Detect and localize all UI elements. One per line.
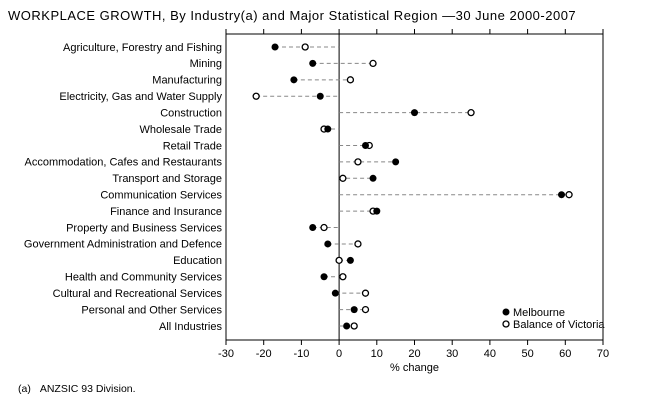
x-tick-label: 60 — [559, 348, 571, 360]
x-axis-title: % change — [390, 362, 439, 374]
x-tick-label: 20 — [408, 348, 420, 360]
melbourne-dot — [369, 174, 377, 182]
footnote-text: ANZSIC 93 Division. — [39, 383, 136, 395]
legend-balance-dot — [502, 320, 510, 328]
balance-dot — [354, 240, 362, 248]
x-tick-label: 40 — [484, 348, 496, 360]
chart-title: WORKPLACE GROWTH, By Industry(a) and Maj… — [8, 8, 577, 23]
melbourne-dot — [324, 125, 332, 133]
balance-dot — [339, 273, 347, 281]
melbourne-dot — [271, 43, 279, 51]
category-label: Retail Trade — [163, 140, 222, 152]
x-tick-label: -20 — [256, 348, 272, 360]
balance-dot — [361, 305, 370, 314]
balance-dot — [350, 322, 358, 330]
balance-dot — [354, 158, 362, 166]
category-label: Finance and Insurance — [110, 206, 222, 218]
melbourne-dot — [309, 59, 317, 67]
category-label: Property and Business Services — [66, 222, 222, 234]
x-tick-label: 0 — [336, 348, 342, 360]
melbourne-dot — [316, 92, 324, 100]
x-tick-label: 10 — [371, 348, 383, 360]
plot-frame — [225, 33, 604, 341]
balance-dot — [339, 174, 347, 182]
balance-dot — [335, 256, 343, 265]
melbourne-dot — [350, 306, 358, 314]
category-label: Electricity, Gas and Water Supply — [59, 91, 222, 103]
footnote-marker: (a) — [18, 383, 31, 395]
balance-dot — [346, 76, 355, 84]
x-tick-label: -10 — [293, 348, 309, 360]
category-label: Construction — [160, 107, 222, 119]
x-tick-label: -30 — [218, 348, 234, 360]
legend-melbourne-label: Melbourne — [513, 307, 565, 319]
melbourne-dot — [392, 158, 400, 166]
melbourne-dot — [411, 109, 418, 117]
category-label: All Industries — [159, 321, 222, 333]
x-tick-label: 50 — [521, 348, 533, 360]
melbourne-dot — [361, 141, 369, 149]
category-label: Wholesale Trade — [139, 124, 222, 136]
category-label: Health and Community Services — [65, 272, 223, 284]
melbourne-dot — [346, 256, 354, 264]
category-label: Government Administration and Defence — [24, 239, 222, 251]
category-label: Accommodation, Cafes and Restaurants — [25, 157, 223, 169]
balance-dot — [320, 223, 328, 232]
balance-dot — [565, 191, 573, 199]
balance-dot — [252, 92, 260, 100]
legend-balance-label: Balance of Victoria — [513, 319, 605, 331]
category-label: Transport and Storage — [112, 173, 222, 185]
category-label: Personal and Other Services — [81, 304, 222, 316]
x-tick-label: 70 — [597, 348, 609, 360]
melbourne-dot — [324, 240, 332, 248]
melbourne-dot — [331, 289, 339, 297]
category-label: Cultural and Recreational Services — [53, 288, 223, 300]
x-tick-label: 30 — [446, 348, 458, 360]
category-label: Agriculture, Forestry and Fishing — [63, 42, 222, 54]
balance-dot — [467, 108, 475, 117]
legend-melbourne-dot — [502, 308, 510, 316]
category-label: Manufacturing — [152, 75, 222, 87]
balance-dot — [301, 43, 309, 51]
category-label: Communication Services — [100, 190, 222, 202]
category-label: Education — [173, 255, 222, 267]
footnote: (a) ANZSIC 93 Division. — [18, 383, 136, 395]
melbourne-dot — [558, 191, 566, 199]
balance-dot — [369, 59, 377, 68]
melbourne-dot — [343, 322, 351, 330]
category-label: Mining — [190, 58, 222, 70]
melbourne-dot — [373, 207, 381, 215]
balance-dot — [361, 289, 370, 297]
melbourne-dot — [320, 273, 328, 281]
melbourne-dot — [309, 224, 317, 232]
melbourne-dot — [290, 76, 298, 84]
